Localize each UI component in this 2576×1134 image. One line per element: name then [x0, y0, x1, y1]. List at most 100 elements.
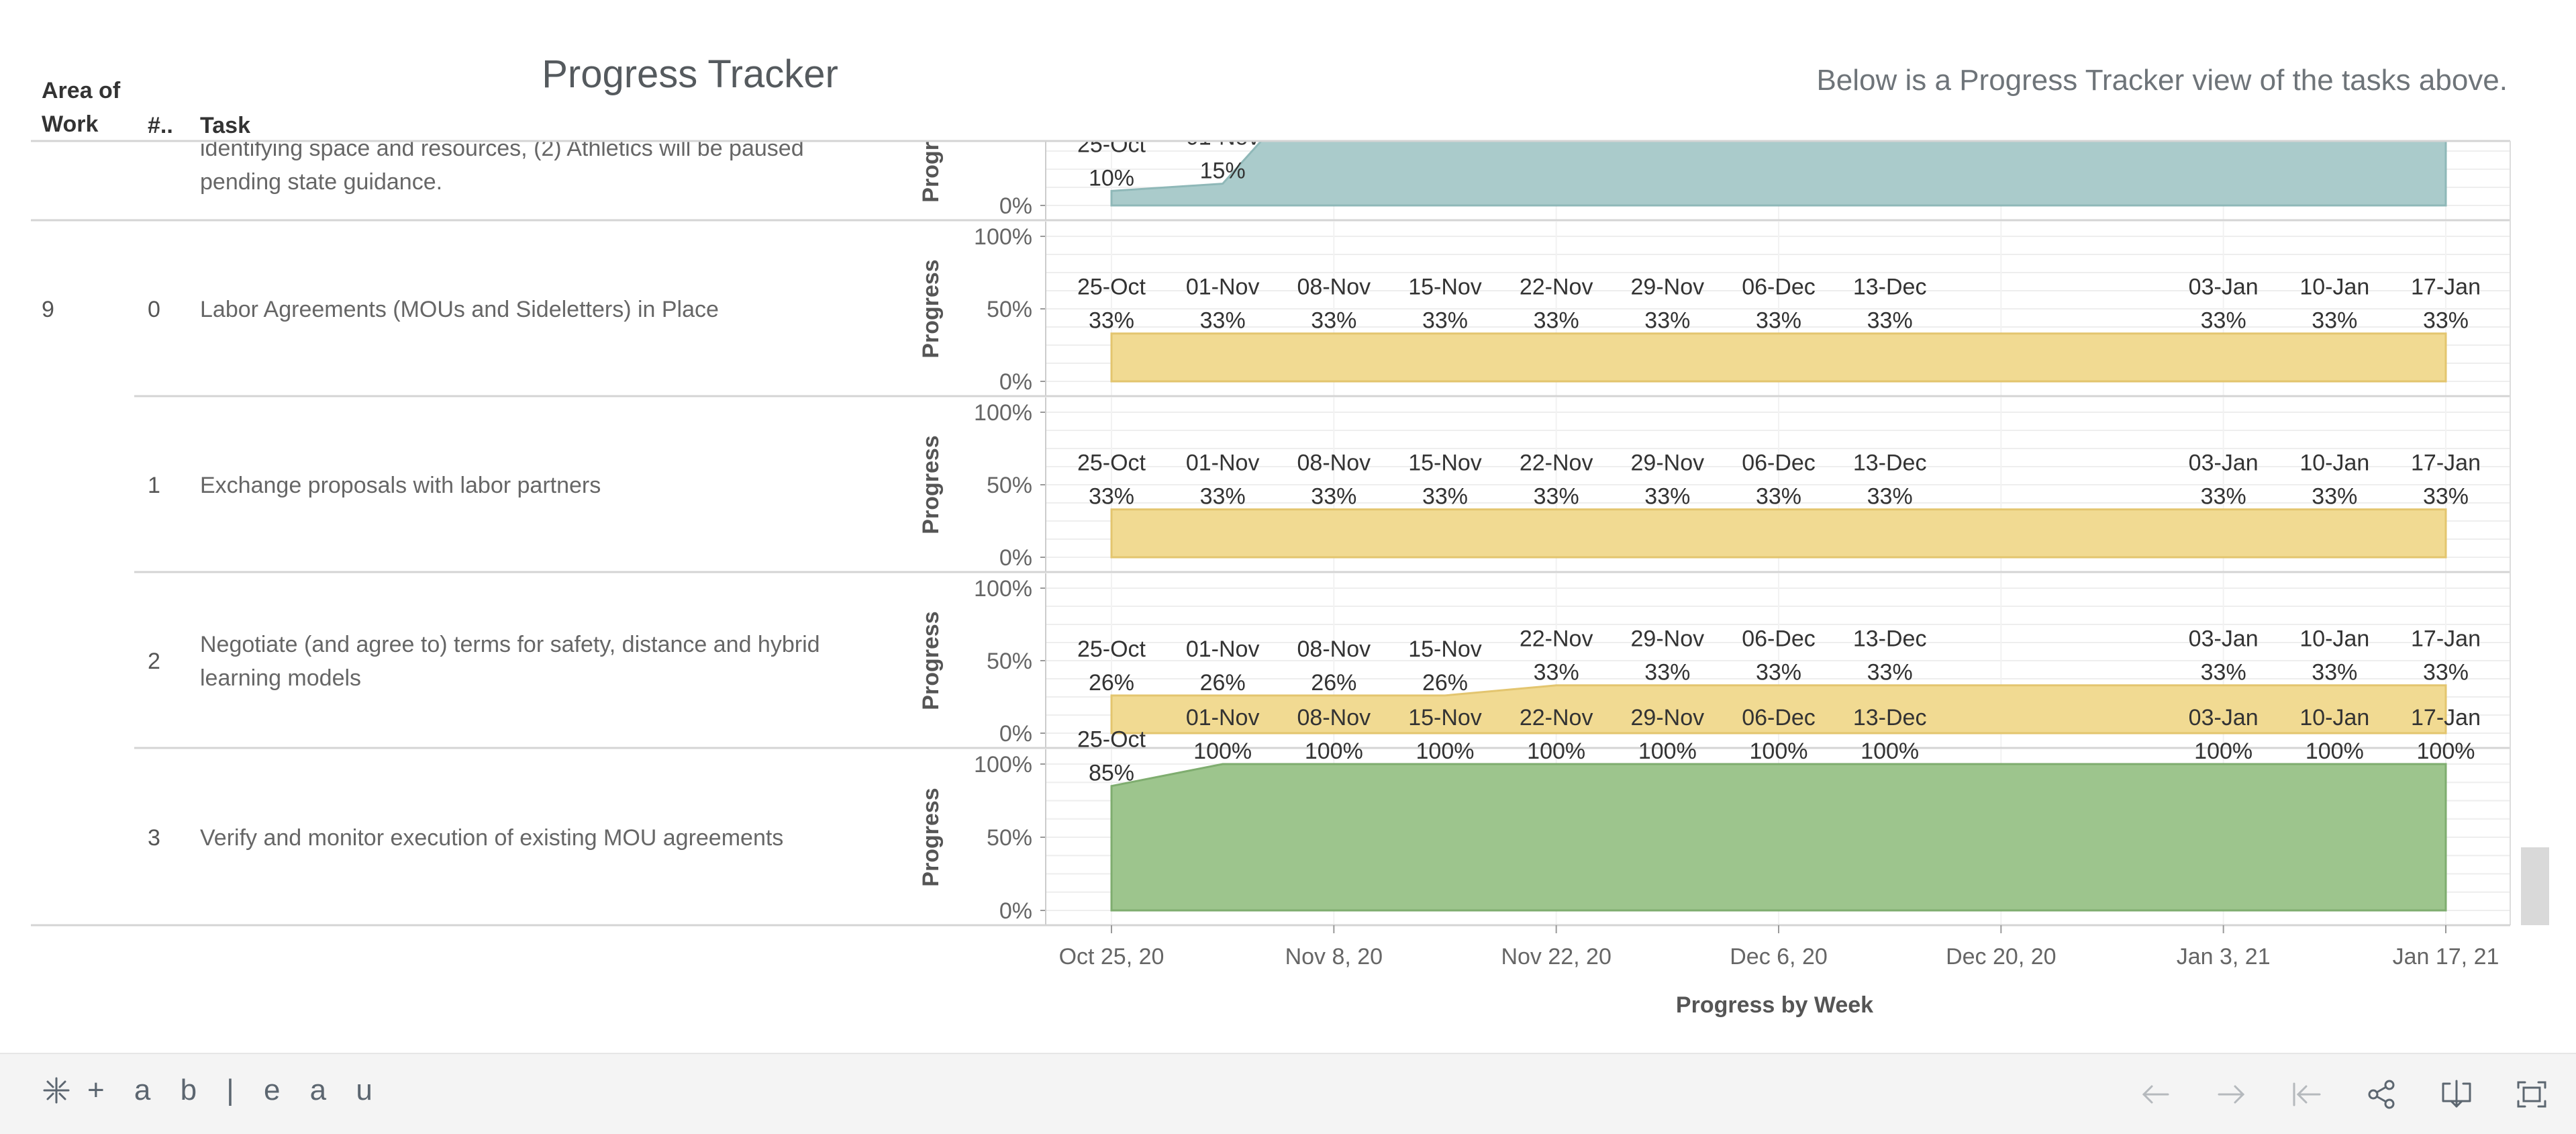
mark-value-label: 33% — [2312, 308, 2357, 334]
tracker-row[interactable]: 25-Oct85%01-Nov100%08-Nov100%15-Nov100%2… — [31, 705, 2510, 927]
mark-value-label: 100% — [1750, 739, 1808, 764]
fullscreen-icon — [2517, 1081, 2546, 1108]
mark-date-label: 03-Jan — [2189, 275, 2259, 300]
mark-date-label: 03-Jan — [2189, 451, 2259, 476]
tracker-row[interactable]: 25-Oct33%01-Nov33%08-Nov33%15-Nov33%22-N… — [42, 222, 2510, 397]
cell-number: 1 — [148, 473, 160, 498]
row-axis-label: Progress — [918, 611, 944, 710]
row-content: 25-Oct 26% 01-Nov 26% 08-Nov 26% 15-Nov 26% 22-N… — [200, 573, 2510, 748]
mark-value-label: 33% — [1867, 308, 1913, 334]
mark-label: 25-Oct 26% — [1077, 636, 1146, 696]
mark-label: 08-Nov 33% — [1297, 451, 1371, 510]
arrow-right-icon — [2218, 1085, 2245, 1104]
mark-value-label: 33% — [1867, 660, 1913, 686]
mark-label: 13-Dec 33% — [1853, 451, 1927, 510]
mark-label: 01-Nov 26% — [1186, 636, 1260, 696]
mark-value-label: 26% — [1089, 670, 1134, 696]
mark-value-label: 33% — [2201, 660, 2246, 686]
mark-date-label: 10-Jan — [2299, 626, 2369, 652]
undo-button[interactable] — [2134, 1073, 2177, 1116]
row-content: 25-Oct85%01-Nov100%08-Nov100%15-Nov100%2… — [200, 705, 2510, 925]
mark-label: 15-Nov 26% — [1408, 636, 1482, 696]
revert-button[interactable] — [2285, 1073, 2328, 1116]
y-tick-label: 100% — [974, 576, 1032, 602]
y-tick-label: 0% — [999, 369, 1032, 395]
y-tick-label: 50% — [987, 825, 1032, 851]
mark-value-label: 33% — [2423, 308, 2469, 334]
tableau-logo[interactable]: + a b | e a u — [39, 1070, 383, 1111]
mark-label: 17-Jan 100% — [2411, 705, 2481, 764]
mark-date-label: 17-Jan — [2411, 451, 2481, 476]
mark-label: 15-Nov 33% — [1408, 275, 1482, 334]
scrollbar-thumb[interactable] — [2521, 847, 2549, 925]
progress-area[interactable] — [1110, 60, 2447, 207]
cell-task: Negotiate (and agree to) terms for safet… — [200, 632, 820, 657]
y-tick-label: 0% — [999, 545, 1032, 571]
mark-date-label: 17-Jan — [2411, 626, 2481, 652]
tracker-row[interactable]: 25-Oct 10% 01-Nov 15% 80% 0% Progress identifyi… — [31, 60, 2510, 222]
mark-value-label: 33% — [1534, 308, 1579, 334]
redo-button[interactable] — [2210, 1073, 2252, 1116]
share-button[interactable] — [2360, 1073, 2403, 1116]
mark-date-label: 15-Nov — [1408, 451, 1482, 476]
cell-number: 3 — [148, 825, 160, 851]
cell-task: Verify and monitor execution of existing… — [200, 825, 783, 851]
mark-label: 08-Nov 26% — [1297, 636, 1371, 696]
mark-value-label: 33% — [2423, 660, 2469, 686]
mark-label: 25-Oct 10% — [1077, 141, 1146, 191]
mark-label: 06-Dec 33% — [1742, 275, 1816, 334]
tracker-row[interactable]: 25-Oct 26% 01-Nov 26% 08-Nov 26% 15-Nov 26% 22-N… — [134, 573, 2510, 749]
progress-area[interactable] — [1110, 332, 2447, 383]
mark-date-label: 25-Oct — [1077, 451, 1146, 476]
share-icon — [2368, 1080, 2395, 1109]
mark-label: 29-Nov 100% — [1631, 705, 1705, 764]
mark-label: 13-Dec 100% — [1853, 705, 1927, 764]
y-tick-label: 50% — [987, 297, 1032, 322]
tableau-wordmark: + a b | e a u — [87, 1074, 383, 1106]
mark-date-label: 08-Nov — [1297, 705, 1371, 730]
mark-value-label: 33% — [1534, 484, 1579, 510]
mark-value-label: 100% — [1416, 739, 1475, 764]
mark-date-label: 22-Nov — [1520, 275, 1593, 300]
mark-value-label: 26% — [1422, 670, 1468, 696]
fullscreen-button[interactable] — [2510, 1073, 2553, 1116]
mark-date-label: 10-Jan — [2299, 275, 2369, 300]
y-tick-label: 0% — [999, 898, 1032, 924]
revert-icon — [2293, 1082, 2321, 1106]
mark-label: 22-Nov 33% — [1520, 451, 1593, 510]
y-tick-label: 100% — [974, 752, 1032, 777]
mark-date-label: 29-Nov — [1631, 626, 1705, 652]
mark-value-label: 26% — [1200, 670, 1246, 696]
row-axis-label: Progress — [918, 259, 944, 358]
mark-label: 01-Nov 100% — [1186, 705, 1260, 764]
progress-area[interactable] — [1110, 763, 2447, 912]
mark-value-label: 33% — [1644, 660, 1690, 686]
progress-area[interactable] — [1110, 508, 2447, 559]
mark-value-label: 80% — [1442, 120, 1488, 145]
mark-value-label: 33% — [1756, 660, 1801, 686]
x-tick-label: Nov 22, 20 — [1501, 944, 1611, 970]
y-tick-label: 50% — [987, 649, 1032, 674]
mark-date-label: 06-Dec — [1742, 451, 1816, 476]
mark-label: 15-Nov 100% — [1408, 705, 1482, 764]
progress-area[interactable] — [1110, 684, 2447, 735]
mark-label: 03-Jan 33% — [2189, 626, 2259, 686]
mark-label: 25-Oct 33% — [1077, 451, 1146, 510]
mark-label: 15-Nov 33% — [1408, 451, 1482, 510]
mark-value-label: 33% — [2201, 308, 2246, 334]
y-tick-label: 100% — [974, 224, 1032, 250]
header-task: Task — [200, 113, 250, 138]
mark-date-label: 06-Dec — [1742, 275, 1816, 300]
x-tick-label: Jan 3, 21 — [2177, 944, 2271, 970]
dashboard-subtitle: Below is a Progress Tracker view of the … — [1816, 64, 2508, 97]
mark-label: 06-Dec 33% — [1742, 451, 1816, 510]
mark-date-label: 01-Nov — [1186, 705, 1260, 730]
mark-label: 17-Jan 33% — [2411, 275, 2481, 334]
mark-value-label: 85% — [1089, 761, 1134, 786]
mark-date-label: 01-Nov — [1186, 451, 1260, 476]
download-button[interactable] — [2435, 1073, 2478, 1116]
row-content: 25-Oct 10% 01-Nov 15% 80% 0% Progress identifyi… — [200, 60, 2510, 220]
mark-label: 01-Nov 15% — [1186, 141, 1260, 184]
